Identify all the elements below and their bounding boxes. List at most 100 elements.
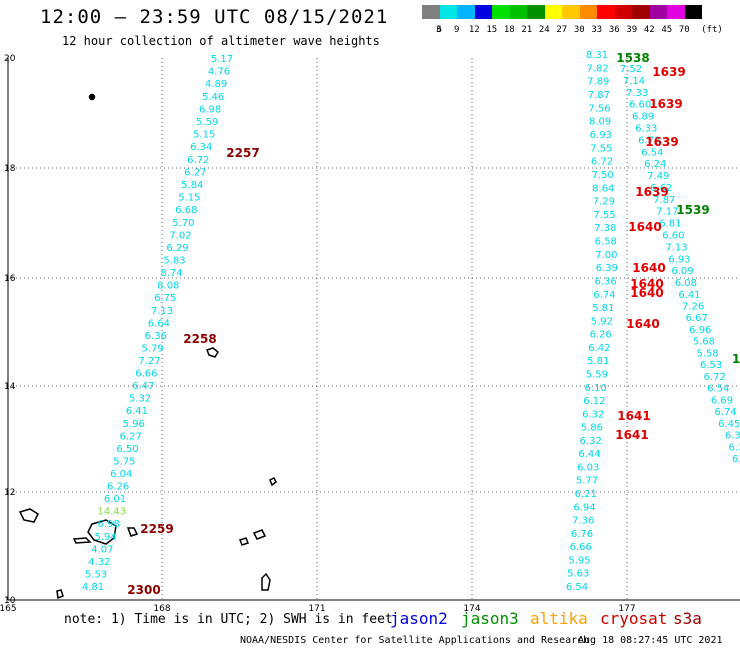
- wave-height-value: 6.67: [686, 313, 708, 324]
- legend-label: 45: [661, 25, 673, 35]
- legend-label: 15: [486, 25, 498, 35]
- wave-height-value: 6.33: [635, 124, 657, 135]
- wave-height-value: 5.81: [587, 356, 609, 367]
- wave-height-value: 6.3: [725, 431, 740, 442]
- wave-height-value: 6.21: [575, 489, 597, 500]
- pass-time-label: 1639: [635, 185, 668, 199]
- island: [206, 347, 219, 358]
- legend-label: 36: [608, 25, 620, 35]
- wave-height-value: 4.81: [82, 582, 104, 593]
- legend-swatch: [632, 5, 650, 19]
- wave-height-value: 5.15: [178, 193, 200, 204]
- wave-height-value: 6.32: [582, 409, 604, 420]
- legend-label: 18: [503, 25, 515, 35]
- wave-height-value: 6.76: [571, 529, 593, 540]
- wave-height-value: 6.66: [135, 369, 157, 380]
- legend-label: 42: [643, 25, 655, 35]
- wave-height-value: 6.24: [644, 159, 666, 170]
- pass-time-label: 1538: [616, 51, 649, 65]
- satellite-legend-cryosat: cryosat: [600, 609, 668, 628]
- wave-height-value: 5.63: [567, 569, 589, 580]
- pass-time-label: 1640: [630, 277, 663, 291]
- wave-height-value: 6.29: [166, 243, 188, 254]
- wave-height-value: 6.04: [110, 469, 132, 480]
- wave-height-value: 6.3: [728, 442, 740, 453]
- wave-height-value: 5.84: [181, 180, 203, 191]
- altimeter-tracks: 5.174.764.895.466.985.595.156.346.726.27…: [82, 50, 740, 593]
- pass-time-label: 1: [732, 352, 740, 366]
- legend-label: 3: [436, 25, 442, 35]
- wave-height-value: 7.02: [169, 230, 191, 241]
- wave-height-value: 6.54: [707, 384, 729, 395]
- wave-height-value: 5.15: [193, 130, 215, 141]
- legend-label: 12: [468, 25, 480, 35]
- longitude-label: 165: [0, 604, 17, 614]
- wave-height-value: 7.38: [594, 223, 616, 234]
- legend-swatch: [667, 5, 685, 19]
- wave-height-value: 6.03: [577, 463, 599, 474]
- pass-time-label: 2258: [183, 332, 216, 346]
- pass-time-label: 1639: [645, 135, 678, 149]
- longitude-label: 174: [463, 604, 480, 614]
- noaa-credit: NOAA/NESDIS Center for Satellite Applica…: [240, 635, 590, 646]
- island: [252, 529, 267, 540]
- legend-swatch: [597, 5, 615, 19]
- wave-height-value: 6.93: [668, 254, 690, 265]
- wave-height-value: 7.56: [588, 103, 610, 114]
- latitude-label: 12: [4, 488, 15, 498]
- island: [269, 476, 277, 487]
- pass-time-label: 1539: [676, 203, 709, 217]
- pass-time-label: 1639: [652, 65, 685, 79]
- map-grid: [7, 58, 740, 601]
- map-title: 12:00 – 23:59 UTC 08/15/2021: [40, 6, 389, 28]
- wave-height-value: 7.17: [656, 207, 678, 218]
- wave-height-value: 7.33: [626, 88, 648, 99]
- wave-height-value: 6.27: [120, 431, 142, 442]
- legend-label: 21: [521, 25, 533, 35]
- pass-time-label: 1640: [626, 317, 659, 331]
- wave-height-value: 6.36: [594, 277, 616, 288]
- wave-height-value: 6.72: [591, 157, 613, 168]
- latitude-label: 14: [4, 382, 16, 392]
- wave-height-value: 6.42: [588, 343, 610, 354]
- wave-height-value: 6.45: [718, 419, 740, 430]
- legend-swatch: [527, 5, 545, 19]
- legend-swatch: [562, 5, 580, 19]
- pass-time-label: 1641: [617, 409, 650, 423]
- satellite-legend-altika: altika: [530, 609, 588, 628]
- wave-height-value: 7.55: [593, 210, 615, 221]
- wave-height-value: 6.47: [132, 381, 154, 392]
- wave-height-value: 7.29: [593, 197, 615, 208]
- wave-height-value: 6.26: [107, 482, 129, 493]
- wave-height-value: 6.10: [585, 383, 607, 394]
- legend-swatch: [649, 5, 667, 19]
- wave-height-value: 6.89: [632, 112, 654, 123]
- wave-height-value: 5.75: [113, 456, 135, 467]
- wave-height-value: 6.98: [199, 104, 221, 115]
- wave-height-value: 6.72: [187, 155, 209, 166]
- wave-height-value: 6.54: [566, 582, 588, 593]
- wave-height-value: 6.12: [583, 396, 605, 407]
- island: [126, 527, 139, 537]
- pass-time-label: 1641: [615, 428, 648, 442]
- latitude-label: 16: [4, 274, 16, 284]
- legend-swatch: [439, 5, 457, 19]
- wave-height-value: 7.55: [590, 143, 612, 154]
- wave-height-value: 7.13: [151, 306, 173, 317]
- legend-swatch: [457, 5, 475, 19]
- wave-height-value: 8.31: [586, 50, 608, 61]
- generated-timestamp: Aug 18 08:27:45 UTC 2021: [578, 635, 723, 646]
- islands-layer: [18, 93, 277, 600]
- wave-height-value: 7.27: [138, 356, 160, 367]
- satellite-legend-jason3: jason3: [461, 609, 519, 628]
- pass-time-label: 1640: [630, 286, 663, 300]
- wave-height-value: 5.92: [591, 316, 613, 327]
- legend-label: 9: [454, 25, 460, 35]
- pass-time-labels: 2257225822592300153816391639163916391539…: [127, 51, 740, 597]
- wave-height-value: 7.82: [586, 63, 608, 74]
- wave-height-value: 5.77: [576, 476, 598, 487]
- wave-height-value: 5.81: [592, 303, 614, 314]
- wave-height-value: 6.64: [148, 318, 170, 329]
- wave-height-value: 7.87: [588, 90, 610, 101]
- wave-height-value: 5.59: [586, 370, 608, 381]
